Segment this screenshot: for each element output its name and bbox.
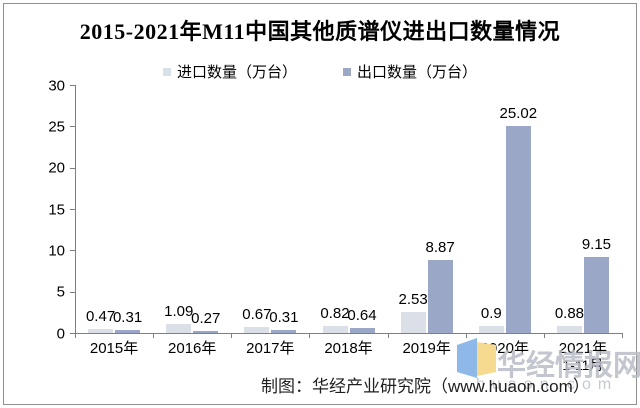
export-bar — [349, 327, 375, 333]
import-value-label: 0.47 — [85, 308, 116, 326]
export-bar — [505, 126, 531, 333]
x-tick-mark — [543, 333, 545, 338]
import-bar — [166, 323, 192, 333]
import-bar — [556, 325, 582, 333]
y-tick-label: 20 — [48, 159, 65, 177]
x-category-label: 2017年 — [246, 340, 295, 357]
export-bar — [115, 330, 141, 333]
x-tick-mark — [75, 333, 76, 338]
export-value-label: 0.31 — [112, 309, 143, 327]
x-axis-line — [75, 333, 623, 334]
x-category-label: 2019年 — [402, 340, 451, 357]
x-category-sublabel: 1-11月 — [562, 357, 604, 373]
x-tick-mark — [465, 333, 467, 338]
y-tick-mark — [70, 209, 75, 210]
import-value-label: 0.82 — [320, 305, 350, 323]
footer-credit: 制图：华经产业研究院（www.huaon.com） — [261, 377, 590, 396]
huajing-watermark-logo-icon — [457, 338, 496, 378]
legend-item-import: 进口数量（万台） — [162, 61, 297, 82]
import-bar — [400, 312, 426, 333]
x-tick-mark — [387, 333, 389, 338]
import-value-label: 0.67 — [242, 306, 272, 324]
import-bar — [322, 326, 348, 333]
export-bar — [427, 259, 453, 333]
y-tick-mark — [70, 126, 75, 128]
import-value-label: 0.9 — [480, 304, 502, 322]
watermark-brand-text: 华经情报网 — [497, 350, 640, 382]
y-tick-label: 25 — [48, 118, 65, 136]
x-category-label: 2016年 — [168, 340, 217, 357]
export-value-label: 9.15 — [581, 236, 612, 254]
export-bar — [583, 257, 609, 333]
y-axis-line — [75, 85, 76, 334]
import-series-swatch-icon — [162, 67, 171, 76]
x-tick-mark — [622, 333, 623, 338]
x-tick-mark — [153, 333, 155, 338]
chart-title: 2015-2021年M11中国其他质谱仪进出口数量情况 — [79, 19, 561, 44]
x-category-label: 2021年 1-11月 — [558, 340, 608, 374]
y-tick-label: 30 — [48, 77, 65, 94]
import-bar — [478, 325, 504, 333]
export-bar — [271, 330, 297, 333]
export-value-label: 25.02 — [499, 105, 538, 123]
import-value-label: 1.09 — [164, 302, 194, 320]
y-tick-label: 5 — [56, 283, 65, 301]
import-bar — [244, 327, 270, 333]
legend-label-import: 进口数量（万台） — [176, 64, 297, 81]
legend-item-export: 出口数量（万台） — [343, 61, 477, 82]
y-tick-mark — [70, 167, 75, 169]
import-value-label: 0.88 — [554, 304, 585, 322]
export-value-label: 0.27 — [191, 309, 221, 327]
y-tick-mark — [70, 250, 75, 252]
x-category-label: 2015年 — [89, 340, 139, 357]
y-tick-mark — [70, 333, 75, 334]
y-tick-label: 0 — [56, 325, 65, 342]
y-tick-mark — [70, 291, 75, 293]
export-bar — [193, 330, 219, 333]
import-value-label: 2.53 — [398, 291, 428, 309]
y-tick-label: 10 — [48, 242, 65, 260]
export-series-swatch-icon — [343, 67, 351, 76]
legend: 进口数量（万台） 出口数量（万台） — [0, 61, 640, 82]
y-tick-mark — [70, 85, 75, 86]
y-tick-label: 15 — [48, 201, 65, 218]
export-value-label: 0.31 — [269, 309, 299, 327]
x-category-label: 2018年 — [324, 340, 373, 357]
x-tick-mark — [309, 333, 311, 338]
import-bar — [88, 329, 114, 333]
export-value-label: 8.87 — [425, 238, 455, 256]
export-value-label: 0.64 — [347, 306, 377, 324]
x-tick-mark — [231, 333, 233, 338]
legend-label-export: 出口数量（万台） — [357, 64, 478, 81]
watermark-domain-text: huaon.com — [476, 376, 619, 393]
